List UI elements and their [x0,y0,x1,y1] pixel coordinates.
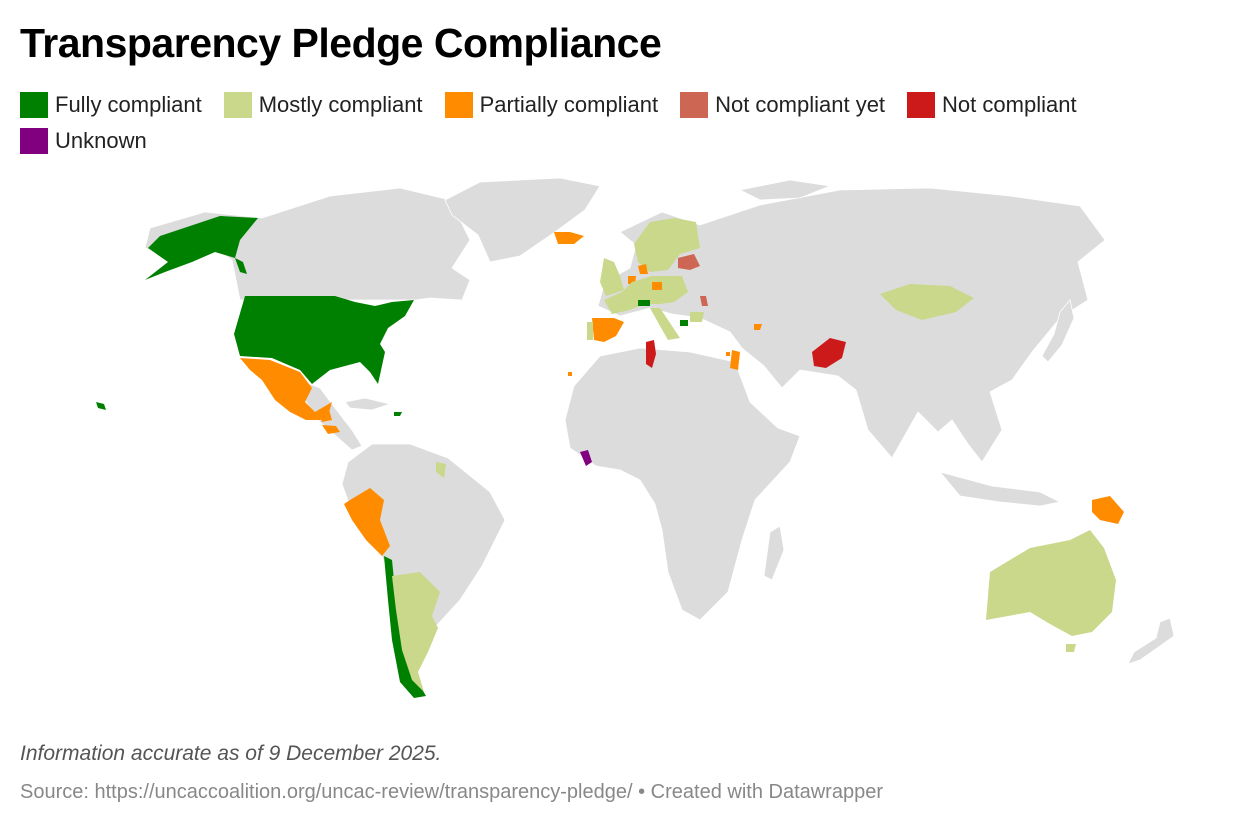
legend-item-not-compliant-yet: Not compliant yet [680,92,885,118]
region-spain[interactable] [592,318,624,342]
region-uk[interactable] [600,258,624,296]
region-liberia[interactable] [580,450,592,466]
region-kosovo[interactable] [680,320,688,326]
legend-label: Fully compliant [55,92,202,117]
region-alaska[interactable] [145,216,258,280]
region-mexico[interactable] [240,358,332,420]
legend-swatch [907,92,936,118]
region-australia[interactable] [986,530,1116,636]
land-arctic-islands[interactable] [738,179,832,201]
legend-item-unknown: Unknown [20,128,147,154]
region-dominican-republic[interactable] [394,412,402,416]
region-usa[interactable] [234,296,414,384]
legend-item-fully-compliant: Fully compliant [20,92,202,118]
legend-label: Unknown [55,128,147,153]
region-cyprus[interactable] [726,352,730,356]
legend: Fully compliant Mostly compliant Partial… [20,92,1220,154]
region-latvia-lithuania[interactable] [678,254,700,270]
land-new-zealand[interactable] [1127,617,1175,665]
source-line: Source: https://uncaccoalition.org/uncac… [20,781,883,803]
region-tasmania[interactable] [1066,644,1076,652]
region-guyana[interactable] [436,462,446,478]
region-papua-new-guinea[interactable] [1092,496,1124,524]
legend-swatch [223,92,252,118]
region-costa-rica[interactable] [322,425,340,434]
land-africa[interactable] [564,347,801,621]
region-western-europe[interactable] [604,276,688,314]
region-iceland[interactable] [554,232,584,244]
legend-item-not-compliant: Not compliant [907,92,1077,118]
land-caribbean-islands[interactable] [344,397,392,411]
region-tunisia[interactable] [646,340,656,368]
land-japan[interactable] [1041,299,1075,363]
legend-label: Partially compliant [479,92,659,117]
land-madagascar[interactable] [763,525,785,581]
legend-swatch [20,92,48,118]
region-portugal[interactable] [587,322,593,340]
region-italy-balkans[interactable] [650,308,680,340]
region-hawaii[interactable] [96,402,106,410]
legend-label: Not compliant [942,92,1077,117]
region-mongolia[interactable] [880,284,974,320]
region-czechia[interactable] [652,282,662,290]
region-switzerland[interactable] [638,300,650,306]
chart-title: Transparency Pledge Compliance [20,20,662,66]
region-afghanistan[interactable] [812,338,846,368]
legend-label: Mostly compliant [258,92,423,117]
region-peru[interactable] [344,488,390,556]
region-moldova[interactable] [700,296,708,306]
region-guatemala[interactable] [318,406,332,422]
legend-label: Not compliant yet [715,92,886,117]
region-norway-sweden-finland[interactable] [634,218,700,272]
region-lebanon-jordan[interactable] [730,350,740,370]
legend-item-partially-compliant: Partially compliant [444,92,659,118]
legend-swatch [680,92,709,118]
region-alaska-panhandle[interactable] [235,258,247,274]
region-denmark[interactable] [638,264,648,274]
legend-swatch [444,92,473,118]
world-map[interactable] [0,170,1240,730]
region-cabo-verde[interactable] [568,372,572,376]
compliance-regions [96,216,1124,698]
land-southeast-asia-islands[interactable] [938,471,1062,507]
footnote: Information accurate as of 9 December 20… [20,742,442,765]
base-land [144,177,1175,678]
land-greenland[interactable] [444,177,601,263]
legend-item-mostly-compliant: Mostly compliant [223,92,423,118]
region-balkan-east[interactable] [690,312,704,322]
region-georgia[interactable] [754,324,762,330]
legend-swatch [20,128,48,154]
region-argentina[interactable] [392,572,440,692]
